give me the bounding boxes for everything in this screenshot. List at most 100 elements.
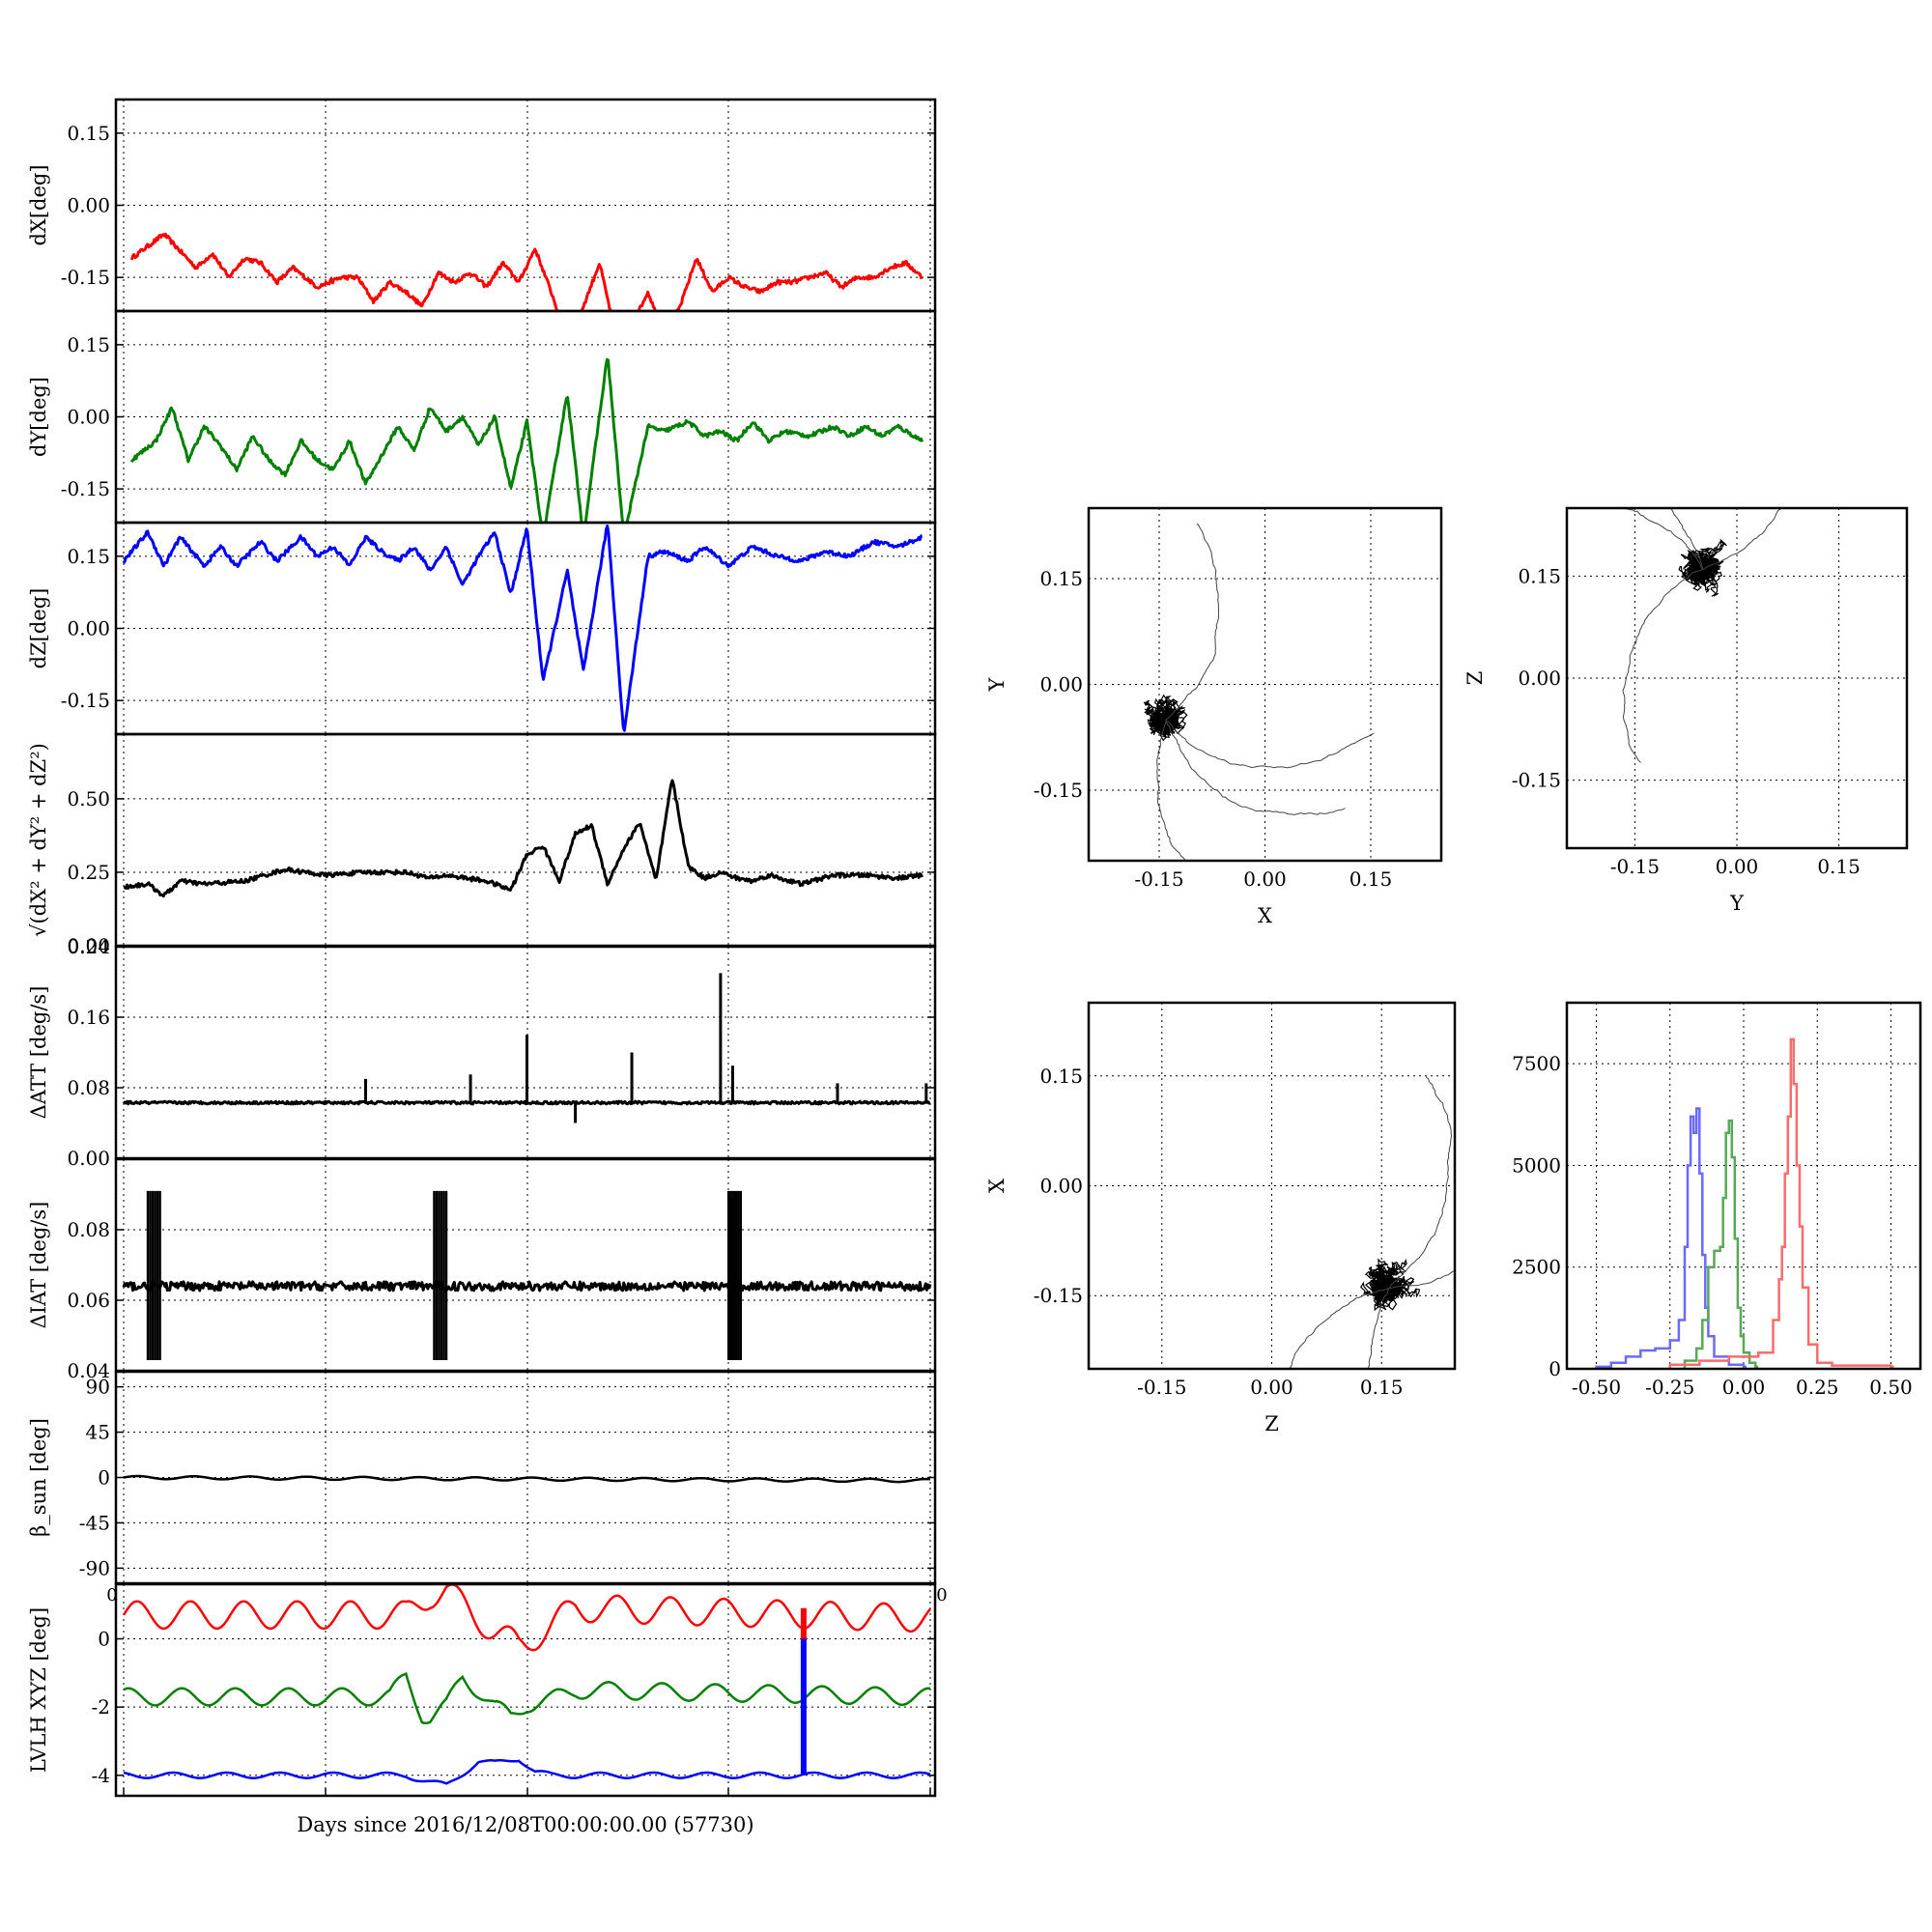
y-tick-label: -0.15 bbox=[61, 689, 110, 712]
dy-series bbox=[129, 357, 924, 523]
zx-arc bbox=[1388, 1076, 1453, 1289]
y-tick-label: 0.08 bbox=[67, 1218, 110, 1241]
y-tick-label: 0.00 bbox=[67, 934, 110, 957]
y-tick-label: 0.08 bbox=[67, 1076, 110, 1099]
y-tick-label: -0.15 bbox=[1512, 769, 1561, 792]
zx-arc bbox=[1388, 1270, 1455, 1290]
x-tick-label: -0.15 bbox=[1137, 1376, 1186, 1399]
lvlh-series bbox=[122, 1584, 931, 1652]
plot-area bbox=[122, 1190, 932, 1361]
y-tick-label: 0.04 bbox=[67, 1359, 110, 1382]
y-tick-label: -4 bbox=[92, 1764, 110, 1787]
panel-norm: 0.50 0.25 0.00 √(dX² + dY² + dZ²) bbox=[27, 732, 937, 957]
yz-arc bbox=[1613, 508, 1704, 570]
dz-series bbox=[122, 525, 923, 732]
panel-dz: 0.15 0.00 -0.15 dZ[deg] bbox=[27, 521, 937, 736]
yz-trace bbox=[1678, 538, 1727, 597]
xy-arc bbox=[1156, 719, 1186, 861]
x-tick-label: -0.15 bbox=[1610, 855, 1660, 878]
panel-frame bbox=[1087, 1001, 1457, 1371]
y-tick-label: -0.15 bbox=[61, 477, 110, 500]
panel-frame bbox=[1087, 506, 1443, 863]
y-axis-label: √(dX² + dY² + dZ²) bbox=[27, 743, 50, 937]
y-tick-label: 2500 bbox=[1512, 1256, 1561, 1279]
y-tick-label: 0 bbox=[98, 1466, 110, 1490]
y-tick-label: 0.25 bbox=[67, 861, 110, 884]
panel-dx: 0.15 0.00 -0.15 dX[deg] bbox=[27, 98, 937, 313]
diat-baseline bbox=[122, 1280, 932, 1293]
y-axis-label: dY[deg] bbox=[27, 377, 50, 457]
panel-beta: 90 45 0 -45 -90 0 0 β_sun [deg] bbox=[27, 1370, 948, 1605]
y-tick-label: -45 bbox=[79, 1511, 110, 1534]
panel-frame bbox=[1565, 506, 1909, 850]
y-tick-label: 0.06 bbox=[67, 1289, 110, 1312]
plot-area bbox=[123, 779, 923, 898]
y-tick-label: 0 bbox=[1548, 1357, 1561, 1380]
plot-area bbox=[122, 525, 923, 732]
zx-trace bbox=[1360, 1258, 1420, 1312]
y-tick-label: 0.00 bbox=[1039, 1175, 1083, 1198]
x-tick-label: -0.50 bbox=[1572, 1376, 1621, 1399]
hist-series bbox=[1668, 1037, 1894, 1369]
xy-arc bbox=[1165, 720, 1346, 815]
plot-area bbox=[122, 1584, 931, 1785]
y-axis-label: Z bbox=[1463, 671, 1487, 686]
hist-series bbox=[1595, 1107, 1747, 1369]
y-tick-label: 0.15 bbox=[67, 545, 110, 568]
x-tick-label: -0.25 bbox=[1645, 1376, 1694, 1399]
panel-hist: -0.50 -0.25 0.00 0.25 0.50 7500 5000 2500 0 bbox=[1512, 1001, 1922, 1399]
y-axis-label: dZ[deg] bbox=[27, 588, 50, 669]
x-tick-label: 0.00 bbox=[1722, 1376, 1766, 1399]
y-tick-label: 0.15 bbox=[67, 122, 110, 145]
panel-yz: -0.15 0.00 0.15 0.15 0.00 -0.15 Y Z bbox=[1463, 506, 1909, 915]
y-tick-label: 7500 bbox=[1512, 1052, 1561, 1075]
y-axis-label: X bbox=[985, 1179, 1009, 1193]
figure-xlabel: Days since 2016/12/08T00:00:00.00 (57730… bbox=[297, 1813, 753, 1836]
x-tick-label: -0.15 bbox=[1134, 867, 1183, 891]
x-tick-label: 0.15 bbox=[1360, 1376, 1404, 1399]
lvlh-series bbox=[123, 1672, 931, 1725]
norm-series bbox=[123, 779, 923, 898]
panel-frame bbox=[1565, 1001, 1922, 1371]
y-axis-label: dX[deg] bbox=[27, 164, 50, 245]
y-tick-label: 90 bbox=[86, 1376, 110, 1399]
x-tick-label: 0.50 bbox=[1869, 1376, 1913, 1399]
x-lim-label: 0 bbox=[106, 1585, 117, 1605]
y-tick-label: -0.15 bbox=[61, 266, 110, 289]
y-tick-label: 0.00 bbox=[1039, 673, 1083, 696]
xy-arc bbox=[1165, 523, 1220, 721]
y-tick-label: 0.00 bbox=[67, 1147, 110, 1170]
lvlh-series bbox=[123, 1759, 931, 1785]
y-tick-label: 0.00 bbox=[67, 406, 110, 429]
y-tick-label: 0 bbox=[98, 1628, 110, 1651]
beta-series bbox=[123, 1474, 931, 1484]
y-tick-label: -2 bbox=[92, 1695, 110, 1719]
x-tick-label: 0.15 bbox=[1350, 867, 1393, 891]
y-tick-label: 0.00 bbox=[67, 617, 110, 640]
x-tick-label: 0.25 bbox=[1796, 1376, 1839, 1399]
x-axis-label: Z bbox=[1264, 1412, 1279, 1435]
plot-area bbox=[1289, 1076, 1455, 1369]
y-tick-label: -90 bbox=[79, 1556, 110, 1579]
x-tick-label: 0.15 bbox=[1817, 855, 1861, 878]
panel-frame bbox=[114, 1582, 937, 1798]
xy-trace bbox=[1143, 694, 1188, 742]
y-tick-label: 0.15 bbox=[67, 333, 110, 356]
x-tick-label: 0.00 bbox=[1243, 867, 1287, 891]
y-axis-label: ΔIAT [deg/s] bbox=[27, 1202, 50, 1329]
x-lim-label: 0 bbox=[936, 1585, 947, 1605]
y-tick-label: 0.00 bbox=[67, 194, 110, 217]
y-axis-label: LVLH XYZ [deg] bbox=[27, 1607, 50, 1773]
plot-area bbox=[129, 357, 924, 523]
plot-area bbox=[122, 973, 931, 1123]
y-axis-label: Y bbox=[985, 676, 1009, 692]
yz-arc bbox=[1702, 508, 1781, 570]
y-tick-label: 45 bbox=[86, 1421, 110, 1444]
y-axis-label: ΔATT [deg/s] bbox=[27, 986, 50, 1120]
panel-xy: -0.15 0.00 0.15 0.15 0.00 -0.15 X Y bbox=[985, 506, 1443, 927]
y-axis-label: β_sun [deg] bbox=[27, 1418, 50, 1537]
x-tick-label: 0.00 bbox=[1250, 1376, 1293, 1399]
plot-area bbox=[1143, 523, 1375, 861]
y-tick-label: 0.15 bbox=[1039, 1065, 1083, 1088]
